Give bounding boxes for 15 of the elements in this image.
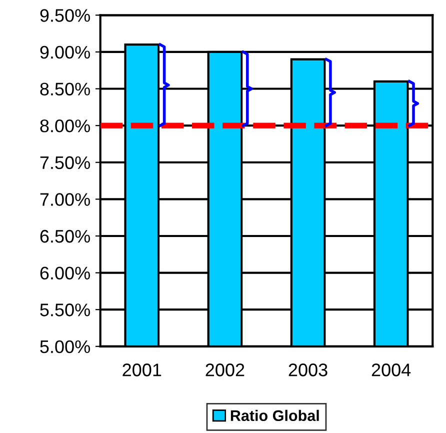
y-tick-label: 8.50% [40, 82, 90, 96]
legend-label: Ratio Global [230, 410, 319, 422]
y-tick-label: 5.50% [40, 304, 90, 316]
y-tick-label: 6.00% [40, 266, 90, 280]
x-tick-label: 2004 [372, 364, 411, 376]
x-tick-label: 2002 [206, 364, 244, 376]
y-tick-label: 6.50% [40, 230, 90, 243]
y-tick-label: 7.50% [40, 156, 90, 170]
y-tick-label: 5.00% [40, 340, 90, 354]
y-tick-label: 8.00% [40, 120, 90, 132]
x-tick-label: 2003 [288, 364, 328, 376]
y-tick-label: 9.50% [40, 9, 90, 22]
y-tick-label: 9.00% [40, 46, 90, 59]
y-tick-label: 7.00% [40, 193, 90, 206]
x-tick-label: 2001 [122, 364, 162, 376]
